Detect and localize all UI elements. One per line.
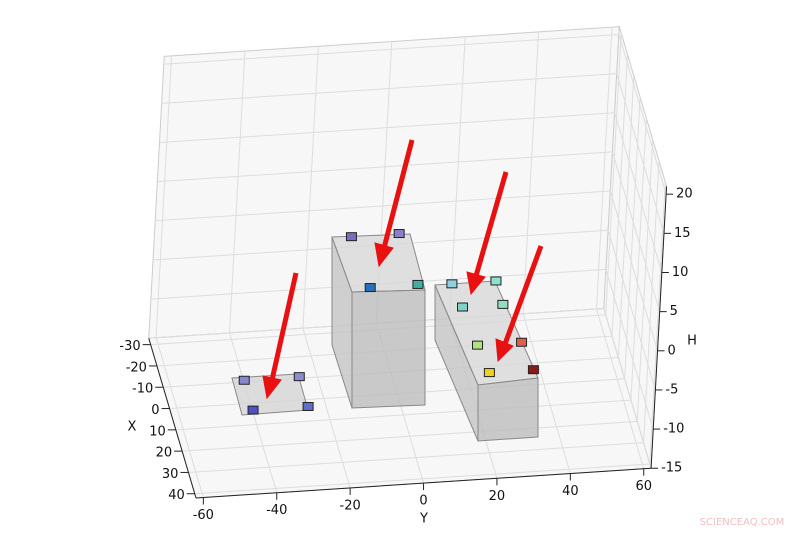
arrow bbox=[502, 245, 544, 345]
point bbox=[412, 279, 424, 289]
y-tick-label: 60 bbox=[635, 479, 652, 494]
point bbox=[472, 340, 484, 350]
y-axis-label: Y bbox=[419, 512, 428, 527]
point bbox=[497, 299, 509, 309]
y-tick-label: -60 bbox=[193, 508, 214, 523]
point bbox=[302, 401, 314, 411]
point bbox=[293, 372, 305, 382]
grid-line bbox=[522, 313, 571, 474]
axes: -30 -20 -10 0 10 20 30 40 -60 -40 -20 0 20 40 60 -15 -10… bbox=[119, 186, 693, 523]
x-tick-label: -10 bbox=[132, 382, 153, 397]
grid-line bbox=[616, 73, 665, 234]
grid-line bbox=[161, 73, 617, 104]
box-face bbox=[477, 377, 539, 442]
point bbox=[364, 283, 376, 293]
grid-line bbox=[302, 328, 351, 489]
point bbox=[483, 368, 495, 378]
y-tick-label: 0 bbox=[419, 494, 427, 509]
z-tick-label: 20 bbox=[676, 187, 693, 202]
grid-line bbox=[611, 151, 661, 312]
arrow bbox=[381, 139, 415, 249]
y-tick-label: -20 bbox=[340, 498, 361, 513]
grid-line bbox=[618, 34, 667, 195]
arrow-head bbox=[466, 271, 486, 296]
y-tick-label: 20 bbox=[489, 489, 506, 504]
x-tick-label: 20 bbox=[156, 446, 173, 461]
x-tick-label: 0 bbox=[151, 403, 159, 418]
point bbox=[516, 337, 528, 347]
grid-line bbox=[155, 337, 204, 498]
z-tick-label: 0 bbox=[668, 343, 676, 358]
grid-line bbox=[159, 112, 615, 143]
point bbox=[457, 302, 469, 312]
watermark: SCIENCEAQ.COM bbox=[700, 517, 785, 528]
grid-line bbox=[609, 190, 659, 351]
arrow-head bbox=[495, 338, 514, 363]
grid-line bbox=[607, 230, 656, 391]
arrow bbox=[269, 272, 299, 381]
y-tick-label: 40 bbox=[562, 484, 579, 499]
z-tick-label: -15 bbox=[661, 461, 682, 476]
point bbox=[527, 365, 539, 375]
x-tick-label: -20 bbox=[126, 360, 147, 375]
x-tick-label: 10 bbox=[149, 424, 166, 439]
z-axis-label: H bbox=[687, 334, 697, 349]
arrow-head bbox=[374, 242, 394, 268]
point bbox=[345, 232, 357, 242]
box-face bbox=[351, 289, 426, 409]
arrow-head bbox=[262, 375, 282, 400]
grid-line bbox=[157, 151, 613, 183]
z-tick-label: 10 bbox=[672, 265, 689, 280]
grid-line bbox=[163, 33, 619, 65]
axis-line bbox=[148, 338, 197, 499]
point bbox=[247, 405, 259, 415]
z-tick-label: -5 bbox=[665, 382, 678, 397]
grid-line bbox=[614, 112, 663, 273]
point bbox=[393, 229, 405, 239]
z-tick-label: 15 bbox=[674, 226, 691, 241]
grid-line bbox=[596, 308, 645, 469]
x-tick-label: 40 bbox=[168, 488, 185, 503]
points bbox=[238, 229, 539, 415]
y-tick-label: -40 bbox=[266, 503, 287, 518]
arrows bbox=[262, 139, 544, 400]
point bbox=[490, 276, 502, 286]
x-tick-label: -30 bbox=[119, 339, 140, 354]
x-axis-label: X bbox=[128, 420, 137, 435]
z-tick-label: 5 bbox=[670, 304, 678, 319]
grid-line bbox=[605, 269, 654, 430]
x-tick-label: 30 bbox=[162, 467, 179, 482]
point bbox=[238, 375, 250, 385]
point bbox=[446, 279, 458, 289]
grid-line bbox=[155, 190, 611, 222]
arrow bbox=[473, 171, 509, 277]
grid-line bbox=[603, 308, 652, 469]
z-tick-label: -10 bbox=[663, 422, 684, 437]
